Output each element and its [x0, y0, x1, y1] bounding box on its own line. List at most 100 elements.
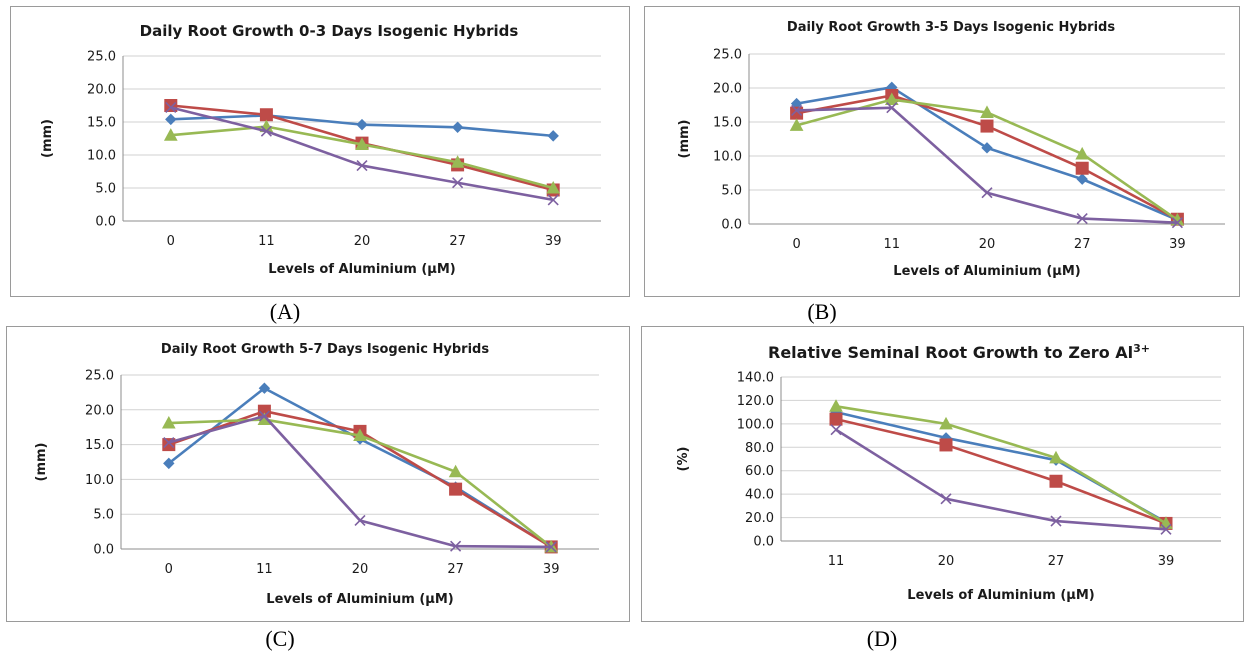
gridlines — [123, 55, 601, 222]
gridlines — [121, 374, 599, 550]
series-2 — [829, 412, 1173, 530]
series-3-point — [546, 180, 561, 194]
series-4-point — [1171, 217, 1183, 229]
series-3-point — [161, 415, 176, 429]
series-4-point — [165, 101, 177, 114]
y-axis-label: (mm) — [677, 120, 692, 159]
y-tick-label: 10.0 — [85, 473, 114, 488]
y-tick-label: 40.0 — [745, 488, 774, 503]
series-1 — [163, 382, 557, 553]
series-4-point — [163, 436, 175, 449]
x-tick-label: 39 — [1158, 554, 1175, 569]
y-tick-label: 20.0 — [85, 403, 114, 418]
series-1-point — [258, 382, 271, 394]
gridlines — [749, 53, 1225, 225]
series-4 — [165, 101, 559, 206]
series-3-point — [448, 464, 463, 478]
panel-b: Daily Root Growth 3-5 Days Isogenic Hybr… — [644, 6, 1240, 297]
series-2-point — [1049, 474, 1063, 488]
chart-c: Daily Root Growth 5-7 Days Isogenic Hybr… — [34, 342, 599, 607]
caption-a: (A) — [269, 299, 301, 324]
series-1-point — [165, 113, 177, 126]
y-tick-label: 120.0 — [737, 394, 774, 409]
series-4-point — [356, 159, 368, 172]
series-1-point — [547, 130, 559, 142]
series-2-point — [1075, 161, 1089, 175]
series-3-point — [163, 128, 178, 141]
series-3 — [161, 412, 559, 553]
x-axis-label: Levels of Aluminium (µM) — [268, 262, 455, 277]
series-2-line — [835, 417, 1167, 525]
chart-title-superscript: 3+ — [1133, 342, 1150, 355]
chart-title: Relative Seminal Root Growth to Zero Al3… — [768, 342, 1150, 362]
series-2-point — [790, 106, 804, 120]
y-tick-label: 80.0 — [745, 441, 774, 456]
series-1 — [165, 109, 559, 142]
y-axis-label: (mm) — [34, 443, 49, 482]
y-tick-label: 60.0 — [745, 464, 774, 479]
y-tick-label: 0.0 — [95, 215, 116, 230]
x-tick-label: 39 — [1169, 237, 1186, 252]
x-axis-label: Levels of Aluminium (µM) — [266, 592, 453, 607]
x-tick-label: 0 — [167, 234, 175, 249]
x-tick-label: 11 — [884, 237, 901, 252]
y-tick-label: 15.0 — [713, 116, 742, 131]
series-4-point — [830, 424, 842, 436]
x-tick-label: 0 — [165, 562, 173, 577]
series-2-point — [259, 108, 273, 122]
series-3-point — [884, 92, 899, 106]
chart-title: Daily Root Growth 0-3 Days Isogenic Hybr… — [140, 22, 519, 40]
panel-d: Relative Seminal Root Growth to Zero Al3… — [641, 326, 1244, 622]
x-axis-label: Levels of Aluminium (µM) — [893, 264, 1080, 279]
series-4 — [163, 410, 557, 553]
y-tick-label: 10.0 — [87, 149, 116, 164]
y-tick-label: 5.0 — [95, 182, 116, 197]
series-3-line — [170, 125, 554, 190]
series-4 — [830, 424, 1172, 535]
series-4-point — [452, 177, 464, 189]
panel-a: Daily Root Growth 0-3 Days Isogenic Hybr… — [10, 6, 630, 297]
series-4 — [791, 102, 1183, 229]
series-3 — [789, 92, 1185, 226]
series-3-point — [789, 118, 804, 131]
y-tick-label: 0.0 — [753, 535, 774, 550]
x-tick-label: 11 — [258, 234, 275, 249]
series-3-point — [1075, 146, 1090, 160]
series-2-point — [829, 412, 843, 426]
chart-title: Daily Root Growth 3-5 Days Isogenic Hybr… — [787, 20, 1115, 35]
chart-d: Relative Seminal Root Growth to Zero Al3… — [676, 342, 1221, 603]
series-1-point — [1076, 173, 1088, 185]
series-4-point — [545, 541, 557, 553]
series-3-point — [450, 155, 465, 168]
x-tick-label: 39 — [543, 562, 560, 577]
series-4-point — [1076, 212, 1088, 225]
y-tick-label: 15.0 — [87, 116, 116, 131]
caption-d: (D) — [866, 626, 898, 651]
series-2-point — [980, 119, 994, 133]
series-4-point — [1160, 523, 1172, 535]
x-tick-label: 20 — [938, 554, 955, 569]
series-3-point — [980, 105, 994, 118]
series-2-point — [449, 482, 463, 496]
x-axis-label: Levels of Aluminium (µM) — [907, 588, 1094, 603]
series-1-line — [167, 386, 552, 549]
x-tick-label: 27 — [1074, 237, 1091, 252]
series-4-point — [981, 187, 993, 199]
x-tick-label: 20 — [354, 234, 371, 249]
series-4-point — [940, 493, 952, 505]
caption-c: (C) — [265, 626, 295, 651]
series-3-point — [829, 399, 843, 412]
series-4-point — [1050, 515, 1062, 527]
series-3-point — [355, 137, 369, 150]
series-3-line — [835, 405, 1167, 525]
y-axis-label: (mm) — [40, 119, 55, 158]
series-3-point — [939, 416, 953, 430]
series-2-point — [939, 438, 953, 452]
y-tick-label: 140.0 — [737, 371, 774, 386]
y-tick-label: 100.0 — [737, 417, 774, 432]
series-3-point — [353, 428, 367, 442]
x-tick-label: 27 — [447, 562, 464, 577]
x-tick-label: 27 — [1048, 554, 1065, 569]
y-tick-label: 20.0 — [87, 83, 116, 98]
series-4-point — [886, 102, 898, 114]
